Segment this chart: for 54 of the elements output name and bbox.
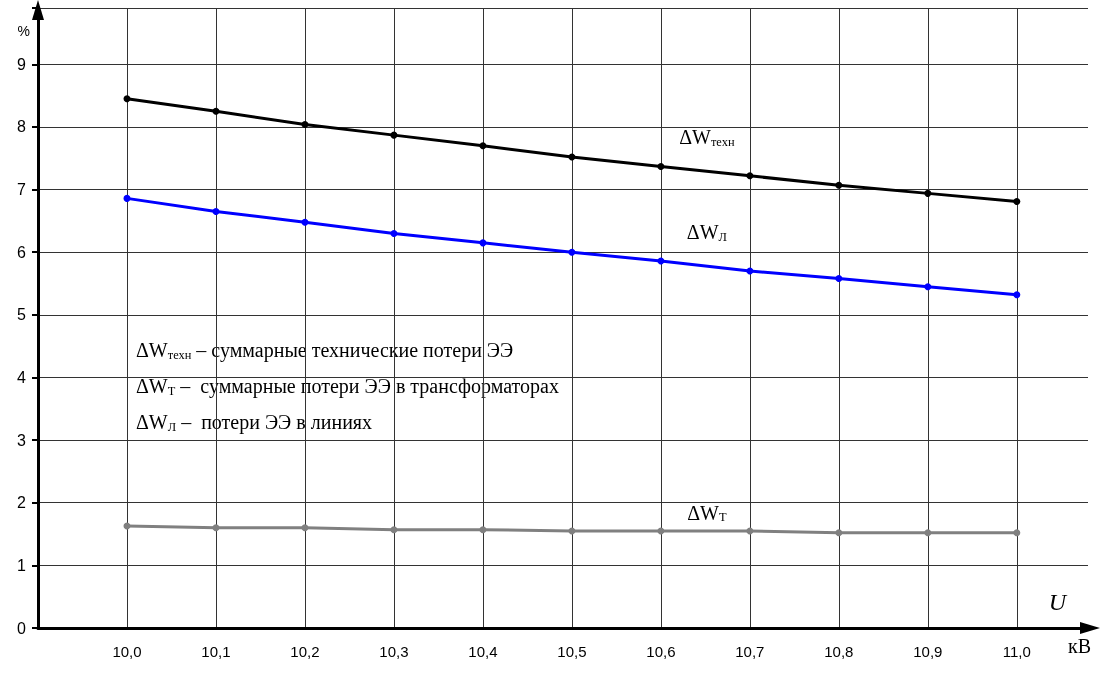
point <box>746 527 754 535</box>
point <box>212 107 220 115</box>
point <box>123 194 131 202</box>
y-tick-label: 3 <box>17 431 27 449</box>
x-tick-label: 10,2 <box>290 643 320 660</box>
text: кВ <box>1068 635 1092 657</box>
point <box>479 142 487 150</box>
point <box>657 527 665 535</box>
point <box>123 95 131 103</box>
y-tick-label: 2 <box>17 494 27 512</box>
y-tick-label: 8 <box>17 118 27 136</box>
y-tick-label: 1 <box>17 556 27 574</box>
x-tick-label: 10,7 <box>735 643 765 660</box>
x-axis-title: U <box>1048 589 1068 615</box>
y-tick-label: 9 <box>17 55 27 73</box>
point <box>835 529 843 537</box>
x-tick-label: 10,9 <box>913 643 943 660</box>
x-tick-label: 10,4 <box>468 643 498 660</box>
x-tick-label: 10,6 <box>646 643 676 660</box>
point <box>479 526 487 534</box>
point <box>924 189 932 197</box>
point <box>301 120 309 128</box>
point <box>390 131 398 139</box>
x-tick-label: 10,3 <box>379 643 409 660</box>
point <box>835 181 843 189</box>
point <box>924 529 932 537</box>
point <box>301 524 309 532</box>
point <box>657 162 665 170</box>
point <box>1013 198 1021 206</box>
point <box>479 239 487 247</box>
y-tick-label: 5 <box>17 306 27 324</box>
point <box>746 172 754 180</box>
x-tick-label: 10,5 <box>557 643 587 660</box>
y-tick-label: 4 <box>17 368 27 386</box>
point <box>835 275 843 283</box>
y-axis-title: % <box>17 23 30 39</box>
point <box>746 267 754 275</box>
x-tick-label: 10,1 <box>201 643 231 660</box>
x-tick-label: 10,0 <box>112 643 142 660</box>
point <box>924 283 932 291</box>
point <box>568 527 576 535</box>
point <box>1013 291 1021 299</box>
point <box>212 208 220 216</box>
point <box>390 229 398 237</box>
point <box>568 248 576 256</box>
point <box>212 524 220 532</box>
x-tick-label: 11,0 <box>1002 643 1031 660</box>
y-tick-label: 0 <box>17 619 27 637</box>
y-tick-label: 6 <box>17 243 27 261</box>
x-tick-label: 10,8 <box>824 643 854 660</box>
point <box>1013 529 1021 537</box>
y-tick-label: 7 <box>17 181 27 199</box>
point <box>301 218 309 226</box>
point <box>390 526 398 534</box>
